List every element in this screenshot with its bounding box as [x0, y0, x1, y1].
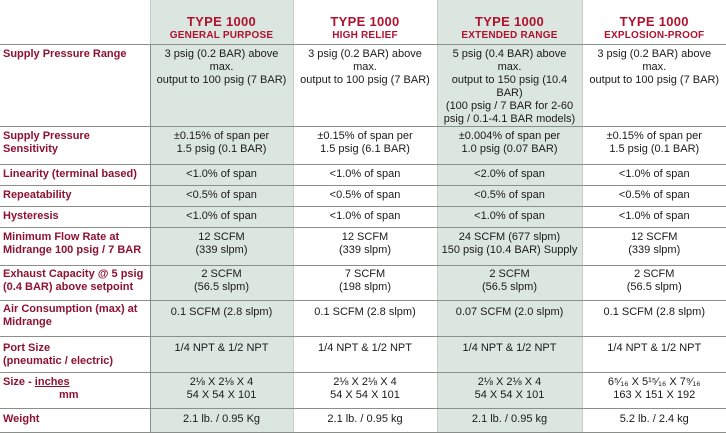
cell-explosion-proof: 12 SCFM (339 slpm) — [581, 227, 726, 266]
row-hysteresis: Hysteresis <1.0% of span <1.0% of span <… — [0, 206, 726, 228]
cell-extended-range: <0.5% of span — [436, 185, 582, 207]
cell-extended-range: <2.0% of span — [436, 164, 582, 186]
cell-high-relief: 0.1 SCFM (2.8 slpm) — [292, 300, 437, 337]
column-type: TYPE 1000 — [619, 13, 689, 29]
cell-extended-range: 5 psig (0.4 BAR) above max. output to 150… — [436, 44, 582, 127]
row-label: Weight — [0, 408, 151, 433]
header-extended-range: TYPE 1000 EXTENDED RANGE — [436, 0, 582, 45]
cell-high-relief: <0.5% of span — [292, 185, 437, 207]
row-supply-pressure-range: Supply Pressure Range 3 psig (0.2 BAR) a… — [0, 44, 726, 127]
cell-general-purpose: 12 SCFM (339 slpm) — [150, 227, 293, 266]
row-linearity: Linearity (terminal based) <1.0% of span… — [0, 164, 726, 186]
row-label: Hysteresis — [0, 206, 151, 228]
cell-high-relief: 1/4 NPT & 1/2 NPT — [292, 336, 437, 373]
row-exhaust-capacity: Exhaust Capacity @ 5 psig (0.4 BAR) above… — [0, 265, 726, 301]
cell-explosion-proof: 6⁵⁄₁₆ X 5¹⁵⁄₁₆ X 7⁹⁄₁₆ 163 X 151 X 192 — [581, 372, 726, 409]
row-label: Linearity (terminal based) — [0, 164, 151, 186]
cell-extended-range: ±0.004% of span per 1.0 psig (0.07 BAR) — [436, 126, 582, 165]
cell-high-relief: 2.1 lb. / 0.95 kg — [292, 408, 437, 433]
row-label: Minimum Flow Rate at Midrange 100 psig / … — [0, 227, 151, 266]
cell-explosion-proof: 5.2 lb. / 2.4 kg — [581, 408, 726, 433]
cell-high-relief: <1.0% of span — [292, 164, 437, 186]
row-label: Size - inches mm — [0, 372, 151, 409]
cell-explosion-proof: <1.0% of span — [581, 164, 726, 186]
column-type: TYPE 1000 — [186, 13, 257, 29]
cell-high-relief: 3 psig (0.2 BAR) above max. output to 100… — [292, 44, 437, 127]
row-size: Size - inches mm 2⅛ X 2⅛ X 4 54 X 54 X 10… — [0, 372, 726, 409]
cell-extended-range: 0.07 SCFM (2.0 slpm) — [436, 300, 582, 337]
cell-general-purpose: 1/4 NPT & 1/2 NPT — [150, 336, 293, 373]
row-supply-pressure-sensitivity: Supply Pressure Sensitivity ±0.15% of sp… — [0, 126, 726, 165]
cell-extended-range: 2.1 lb. / 0.95 kg — [436, 408, 582, 433]
cell-general-purpose: <1.0% of span — [150, 164, 293, 186]
cell-extended-range: 1/4 NPT & 1/2 NPT — [436, 336, 582, 373]
cell-general-purpose: 3 psig (0.2 BAR) above max. output to 100… — [150, 44, 293, 127]
cell-extended-range: 24 SCFM (677 slpm) 150 psig (10.4 BAR) Su… — [436, 227, 582, 266]
cell-explosion-proof: <1.0% of span — [581, 206, 726, 228]
cell-explosion-proof: 3 psig (0.2 BAR) above max. output to 100… — [581, 44, 726, 127]
cell-high-relief: 2⅛ X 2⅛ X 4 54 X 54 X 101 — [292, 372, 437, 409]
cell-general-purpose: ±0.15% of span per 1.5 psig (0.1 BAR) — [150, 126, 293, 165]
header-general-purpose: TYPE 1000 GENERAL PURPOSE — [149, 0, 293, 45]
row-label: Supply Pressure Range — [0, 44, 151, 127]
cell-general-purpose: 2.1 lb. / 0.95 Kg — [150, 408, 293, 433]
row-minimum-flow-rate: Minimum Flow Rate at Midrange 100 psig / … — [0, 227, 726, 266]
column-subtitle: EXTENDED RANGE — [461, 29, 558, 41]
column-subtitle: GENERAL PURPOSE — [169, 29, 274, 41]
row-label: Repeatability — [0, 185, 151, 207]
cell-general-purpose: 2⅛ X 2⅛ X 4 54 X 54 X 101 — [150, 372, 293, 409]
cell-explosion-proof: <0.5% of span — [581, 185, 726, 207]
row-weight: Weight 2.1 lb. / 0.95 Kg 2.1 lb. / 0.95 … — [0, 408, 726, 433]
cell-extended-range: 2⅛ X 2⅛ X 4 54 X 54 X 101 — [436, 372, 582, 409]
cell-high-relief: 7 SCFM (198 slpm) — [292, 265, 437, 301]
row-label: Air Consumption (max) at Midrange — [0, 300, 151, 337]
row-repeatability: Repeatability <0.5% of span <0.5% of spa… — [0, 185, 726, 207]
cell-high-relief: ±0.15% of span per 1.5 psig (6.1 BAR) — [292, 126, 437, 165]
row-air-consumption: Air Consumption (max) at Midrange 0.1 SCF… — [0, 300, 726, 337]
row-label: Supply Pressure Sensitivity — [0, 126, 151, 165]
cell-extended-range: <1.0% of span — [436, 206, 582, 228]
header-high-relief: TYPE 1000 HIGH RELIEF — [292, 0, 437, 45]
header-row: TYPE 1000 GENERAL PURPOSE TYPE 1000 HIGH… — [0, 0, 726, 45]
cell-explosion-proof: 1/4 NPT & 1/2 NPT — [581, 336, 726, 373]
column-type: TYPE 1000 — [330, 13, 400, 29]
header-corner — [0, 0, 150, 45]
header-explosion-proof: TYPE 1000 EXPLOSION-PROOF — [581, 0, 726, 45]
cell-explosion-proof: 0.1 SCFM (2.8 slpm) — [581, 300, 726, 337]
column-subtitle: EXPLOSION-PROOF — [604, 29, 705, 41]
cell-high-relief: 12 SCFM (339 slpm) — [292, 227, 437, 266]
column-type: TYPE 1000 — [474, 13, 545, 29]
row-label: Port Size (pneumatic / electric) — [0, 336, 151, 373]
row-port-size: Port Size (pneumatic / electric) 1/4 NPT … — [0, 336, 726, 373]
cell-general-purpose: 0.1 SCFM (2.8 slpm) — [150, 300, 293, 337]
row-label: Exhaust Capacity @ 5 psig (0.4 BAR) above… — [0, 265, 151, 301]
cell-extended-range: 2 SCFM (56.5 slpm) — [436, 265, 582, 301]
cell-explosion-proof: ±0.15% of span per 1.5 psig (0.1 BAR) — [581, 126, 726, 165]
cell-general-purpose: <1.0% of span — [150, 206, 293, 228]
cell-high-relief: <1.0% of span — [292, 206, 437, 228]
cell-explosion-proof: 2 SCFM (56.5 slpm) — [581, 265, 726, 301]
cell-general-purpose: 2 SCFM (56.5 slpm) — [150, 265, 293, 301]
cell-general-purpose: <0.5% of span — [150, 185, 293, 207]
column-subtitle: HIGH RELIEF — [332, 29, 398, 41]
